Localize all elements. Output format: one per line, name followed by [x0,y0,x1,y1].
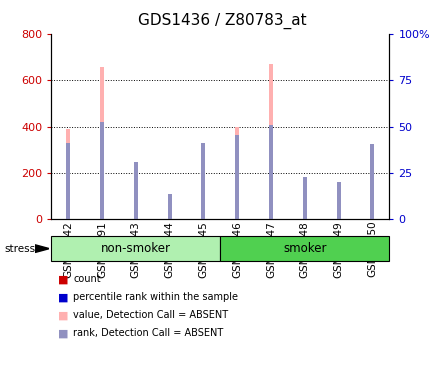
Bar [370,160,375,219]
Text: ■: ■ [58,310,69,320]
Polygon shape [35,245,49,252]
Bar [66,129,70,219]
Bar [235,135,239,219]
Bar [100,68,104,219]
Bar [269,64,273,219]
Bar [303,177,307,219]
Text: non-smoker: non-smoker [101,242,171,255]
Text: ■: ■ [58,292,69,302]
Bar [66,143,70,219]
Bar [100,122,104,219]
Text: value, Detection Call = ABSENT: value, Detection Call = ABSENT [73,310,229,320]
Bar [220,236,389,261]
Bar [167,194,172,219]
Bar [235,127,239,219]
Text: ■: ■ [58,274,69,284]
Bar [201,145,206,219]
Text: stress: stress [4,244,36,254]
Bar [269,125,273,219]
Text: GDS1436 / Z80783_at: GDS1436 / Z80783_at [138,13,307,29]
Bar [336,182,341,219]
Bar [303,177,307,219]
Text: count: count [73,274,101,284]
Text: rank, Detection Call = ABSENT: rank, Detection Call = ABSENT [73,328,224,338]
Bar [134,170,138,219]
Bar [370,144,375,219]
Text: ■: ■ [58,328,69,338]
Bar [51,236,220,261]
Text: percentile rank within the sample: percentile rank within the sample [73,292,239,302]
Text: smoker: smoker [283,242,327,255]
Bar [167,194,172,219]
Bar [201,143,206,219]
Bar [336,192,341,219]
Bar [134,162,138,219]
